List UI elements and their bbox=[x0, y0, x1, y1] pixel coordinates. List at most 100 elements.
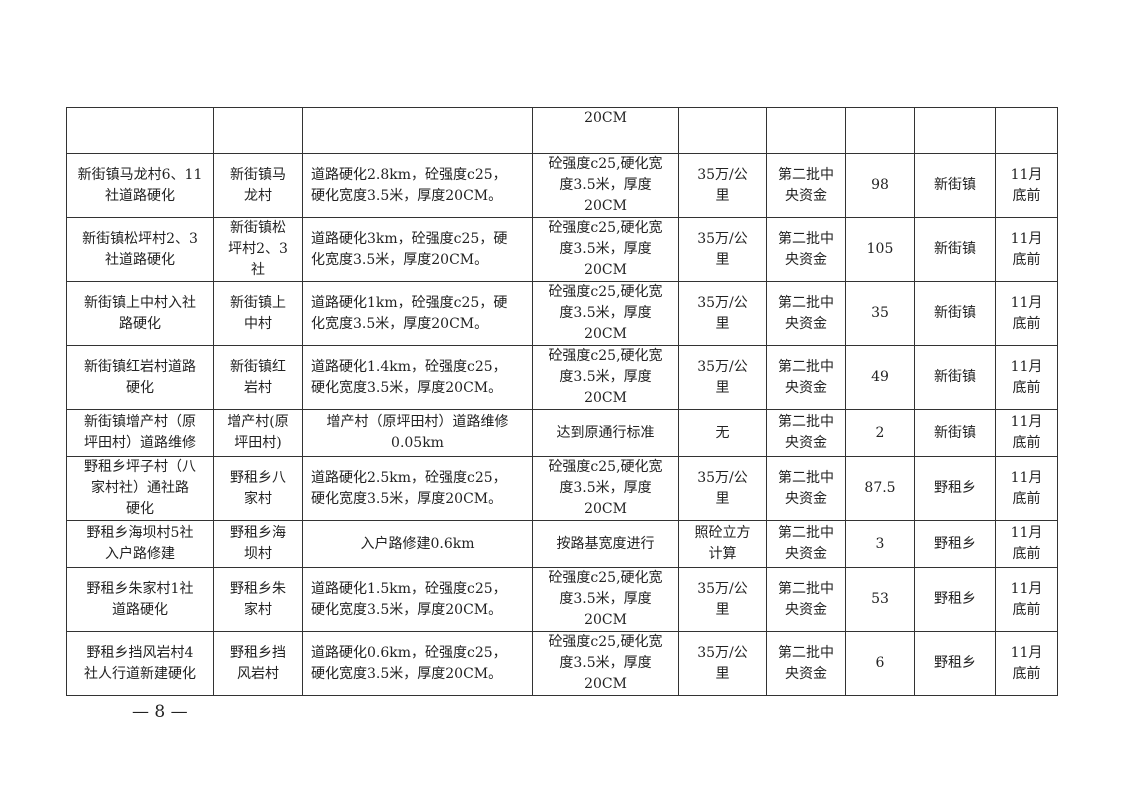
cell-project: 野租乡挡风岩村4 社人行道新建硬化 bbox=[66, 631, 214, 696]
cell-village: 新街镇上 中村 bbox=[213, 281, 303, 346]
cell-price: 35万/公 里 bbox=[678, 345, 767, 410]
cell-town: 新街镇 bbox=[914, 409, 996, 457]
cell-standard: 20CM bbox=[532, 107, 679, 154]
cell-deadline: 11月 底前 bbox=[995, 567, 1058, 632]
cell-deadline: 11月 底前 bbox=[995, 409, 1058, 457]
table-row: 20CM bbox=[66, 107, 1058, 154]
cell-fund: 第二批中 央资金 bbox=[766, 520, 846, 568]
cell-project: 野租乡朱家村1社 道路硬化 bbox=[66, 567, 214, 632]
cell-fund: 第二批中 央资金 bbox=[766, 153, 846, 218]
cell-price: 35万/公 里 bbox=[678, 217, 767, 282]
cell-village: 新街镇红 岩村 bbox=[213, 345, 303, 410]
cell-fund: 第二批中 央资金 bbox=[766, 345, 846, 410]
cell-project bbox=[66, 107, 214, 154]
cell-fund: 第二批中 央资金 bbox=[766, 217, 846, 282]
cell-village: 增产村(原 坪田村) bbox=[213, 409, 303, 457]
cell-fund: 第二批中 央资金 bbox=[766, 631, 846, 696]
cell-price bbox=[678, 107, 767, 154]
cell-village bbox=[213, 107, 303, 154]
cell-content: 道路硬化2.5km，砼强度c25， 硬化宽度3.5米，厚度20CM。 bbox=[302, 456, 533, 521]
table-row: 新街镇红岩村道路 硬化 新街镇红 岩村 道路硬化1.4km，砼强度c25， 硬化宽度… bbox=[66, 345, 1058, 410]
cell-village: 野租乡挡 风岩村 bbox=[213, 631, 303, 696]
cell-project: 新街镇马龙村6、11 社道路硬化 bbox=[66, 153, 214, 218]
table-row: 野租乡挡风岩村4 社人行道新建硬化 野租乡挡 风岩村 道路硬化0.6km，砼强度c2… bbox=[66, 631, 1058, 696]
cell-amount: 53 bbox=[845, 567, 915, 632]
cell-content: 增产村（原坪田村）道路维修 0.05km bbox=[302, 409, 533, 457]
table-row: 新街镇增产村（原 坪田村）道路维修 增产村(原 坪田村) 增产村（原坪田村）道路维修… bbox=[66, 409, 1058, 457]
table-row: 新街镇马龙村6、11 社道路硬化 新街镇马 龙村 道路硬化2.8km，砼强度c25，… bbox=[66, 153, 1058, 218]
cell-amount: 87.5 bbox=[845, 456, 915, 521]
cell-town: 野租乡 bbox=[914, 520, 996, 568]
cell-deadline bbox=[995, 107, 1058, 154]
cell-content: 道路硬化2.8km，砼强度c25， 硬化宽度3.5米，厚度20CM。 bbox=[302, 153, 533, 218]
cell-project: 新街镇松坪村2、3 社道路硬化 bbox=[66, 217, 214, 282]
cell-deadline: 11月 底前 bbox=[995, 153, 1058, 218]
cell-deadline: 11月 底前 bbox=[995, 520, 1058, 568]
cell-content: 道路硬化1.5km，砼强度c25， 硬化宽度3.5米，厚度20CM。 bbox=[302, 567, 533, 632]
cell-deadline: 11月 底前 bbox=[995, 456, 1058, 521]
cell-project: 新街镇红岩村道路 硬化 bbox=[66, 345, 214, 410]
cell-content: 道路硬化3km，砼强度c25，硬 化宽度3.5米，厚度20CM。 bbox=[302, 217, 533, 282]
cell-town: 野租乡 bbox=[914, 631, 996, 696]
cell-fund: 第二批中 央资金 bbox=[766, 409, 846, 457]
table-row: 野租乡朱家村1社 道路硬化 野租乡朱 家村 道路硬化1.5km，砼强度c25， 硬化… bbox=[66, 567, 1058, 632]
cell-village: 野租乡朱 家村 bbox=[213, 567, 303, 632]
cell-amount: 3 bbox=[845, 520, 915, 568]
cell-fund bbox=[766, 107, 846, 154]
cell-price: 无 bbox=[678, 409, 767, 457]
page-number: — 8 — bbox=[132, 702, 188, 722]
cell-project: 新街镇上中村入社 路硬化 bbox=[66, 281, 214, 346]
cell-standard: 砼强度c25,硬化宽 度3.5米，厚度 20CM bbox=[532, 456, 679, 521]
cell-standard: 砼强度c25,硬化宽 度3.5米，厚度 20CM bbox=[532, 567, 679, 632]
cell-town: 新街镇 bbox=[914, 153, 996, 218]
cell-fund: 第二批中 央资金 bbox=[766, 281, 846, 346]
cell-standard: 砼强度c25,硬化宽 度3.5米，厚度 20CM bbox=[532, 153, 679, 218]
table-row: 野租乡海坝村5社 入户路修建 野租乡海 坝村 入户路修建0.6km 按路基宽度进行 照砼… bbox=[66, 520, 1058, 568]
cell-price: 35万/公 里 bbox=[678, 567, 767, 632]
cell-town: 新街镇 bbox=[914, 345, 996, 410]
cell-standard: 砼强度c25,硬化宽 度3.5米，厚度 20CM bbox=[532, 217, 679, 282]
cell-deadline: 11月 底前 bbox=[995, 631, 1058, 696]
cell-standard: 按路基宽度进行 bbox=[532, 520, 679, 568]
cell-content bbox=[302, 107, 533, 154]
cell-standard: 砼强度c25,硬化宽 度3.5米，厚度 20CM bbox=[532, 631, 679, 696]
cell-deadline: 11月 底前 bbox=[995, 281, 1058, 346]
cell-amount bbox=[845, 107, 915, 154]
table-row: 新街镇松坪村2、3 社道路硬化 新街镇松 坪村2、3 社道路硬化3km，砼强度c2… bbox=[66, 217, 1058, 282]
cell-content: 入户路修建0.6km bbox=[302, 520, 533, 568]
cell-price: 35万/公 里 bbox=[678, 631, 767, 696]
project-table: 20CM 新街镇马龙村6、11 社道路硬化 新街镇马 龙村 道路硬化2.8km，砼强度… bbox=[66, 107, 1058, 696]
cell-amount: 6 bbox=[845, 631, 915, 696]
cell-town: 野租乡 bbox=[914, 456, 996, 521]
cell-project: 野租乡海坝村5社 入户路修建 bbox=[66, 520, 214, 568]
cell-content: 道路硬化0.6km，砼强度c25， 硬化宽度3.5米，厚度20CM。 bbox=[302, 631, 533, 696]
cell-fund: 第二批中 央资金 bbox=[766, 456, 846, 521]
cell-project: 野租乡坪子村（八 家村社）通社路 硬化 bbox=[66, 456, 214, 521]
cell-amount: 2 bbox=[845, 409, 915, 457]
cell-town bbox=[914, 107, 996, 154]
cell-price: 35万/公 里 bbox=[678, 153, 767, 218]
cell-content: 道路硬化1.4km，砼强度c25， 硬化宽度3.5米，厚度20CM。 bbox=[302, 345, 533, 410]
table-row: 野租乡坪子村（八 家村社）通社路 硬化 野租乡八 家村 道路硬化2.5km，砼强度c… bbox=[66, 456, 1058, 521]
cell-town: 野租乡 bbox=[914, 567, 996, 632]
cell-village: 野租乡海 坝村 bbox=[213, 520, 303, 568]
cell-project: 新街镇增产村（原 坪田村）道路维修 bbox=[66, 409, 214, 457]
table-row: 新街镇上中村入社 路硬化 新街镇上 中村 道路硬化1km，砼强度c25，硬 化宽度3… bbox=[66, 281, 1058, 346]
cell-standard: 达到原通行标准 bbox=[532, 409, 679, 457]
cell-amount: 105 bbox=[845, 217, 915, 282]
cell-price: 35万/公 里 bbox=[678, 281, 767, 346]
cell-deadline: 11月 底前 bbox=[995, 345, 1058, 410]
cell-price: 35万/公 里 bbox=[678, 456, 767, 521]
cell-fund: 第二批中 央资金 bbox=[766, 567, 846, 632]
cell-town: 新街镇 bbox=[914, 217, 996, 282]
cell-standard: 砼强度c25,硬化宽 度3.5米，厚度 20CM bbox=[532, 281, 679, 346]
cell-town: 新街镇 bbox=[914, 281, 996, 346]
cell-deadline: 11月 底前 bbox=[995, 217, 1058, 282]
cell-content: 道路硬化1km，砼强度c25，硬 化宽度3.5米，厚度20CM。 bbox=[302, 281, 533, 346]
cell-standard: 砼强度c25,硬化宽 度3.5米，厚度 20CM bbox=[532, 345, 679, 410]
cell-village: 野租乡八 家村 bbox=[213, 456, 303, 521]
cell-amount: 98 bbox=[845, 153, 915, 218]
cell-price: 照砼立方 计算 bbox=[678, 520, 767, 568]
cell-amount: 35 bbox=[845, 281, 915, 346]
cell-village: 新街镇松 坪村2、3 社 bbox=[213, 217, 303, 282]
